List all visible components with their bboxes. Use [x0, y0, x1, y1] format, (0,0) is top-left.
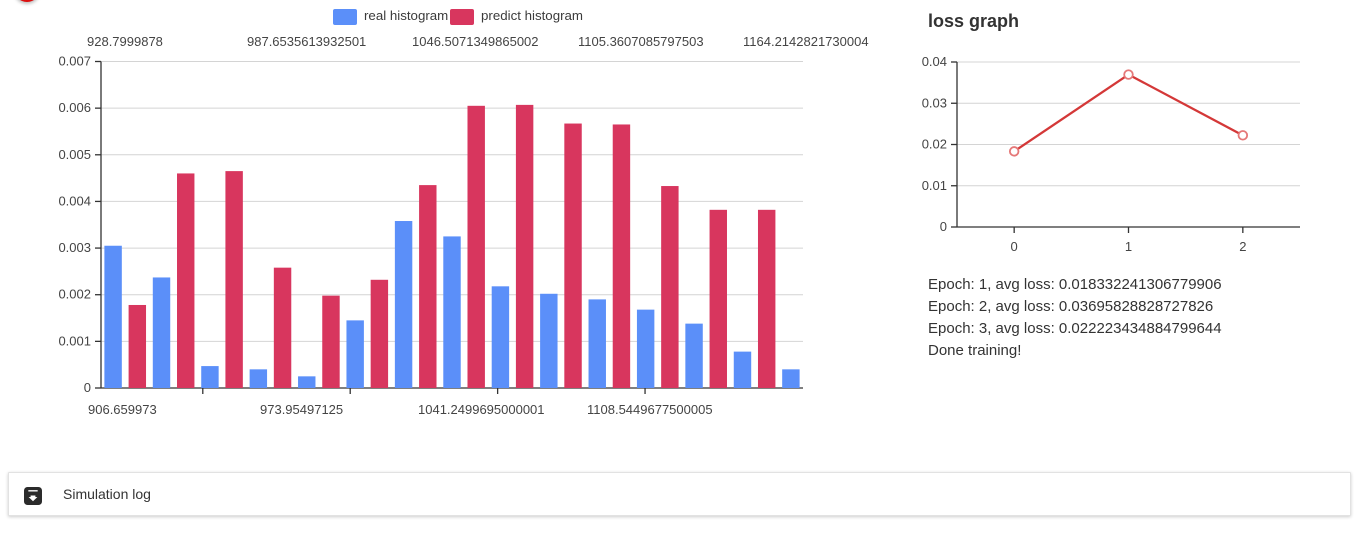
svg-text:0: 0 — [84, 380, 91, 395]
svg-text:0.004: 0.004 — [58, 193, 91, 208]
svg-text:2: 2 — [1239, 239, 1246, 254]
svg-text:0.04: 0.04 — [922, 54, 947, 69]
svg-text:0.007: 0.007 — [58, 54, 91, 69]
svg-text:0: 0 — [1011, 239, 1018, 254]
svg-text:0.01: 0.01 — [922, 178, 947, 193]
svg-text:0.001: 0.001 — [58, 333, 91, 348]
svg-text:0: 0 — [940, 219, 947, 234]
svg-text:0.03: 0.03 — [922, 95, 947, 110]
svg-text:0.006: 0.006 — [58, 100, 91, 115]
svg-text:0.002: 0.002 — [58, 287, 91, 302]
svg-text:0.005: 0.005 — [58, 147, 91, 162]
svg-text:0.003: 0.003 — [58, 240, 91, 255]
svg-text:0.02: 0.02 — [922, 137, 947, 152]
svg-text:1: 1 — [1125, 239, 1132, 254]
